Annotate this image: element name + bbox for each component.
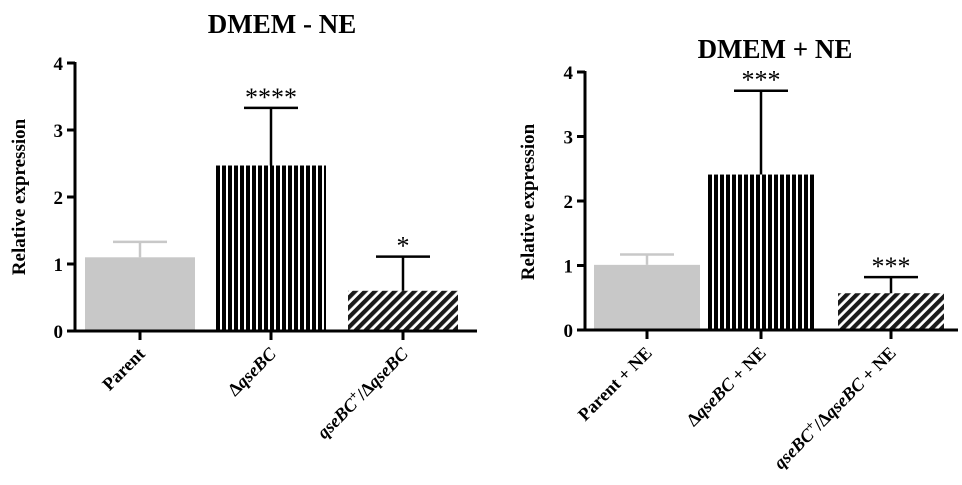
y-tick-label: 2 (564, 192, 574, 213)
y-axis-label: Relative expression (9, 118, 30, 275)
y-tick-label: 1 (54, 255, 64, 276)
error-bar (244, 106, 298, 166)
bar (85, 257, 195, 331)
error-bar (734, 89, 788, 175)
y-tick-label: 4 (564, 63, 574, 84)
bar (838, 293, 944, 330)
x-tick-label: Parent (98, 344, 149, 395)
chart-panel-dmem-minus-ne: DMEM - NE Relative expression ***** 0123… (9, 9, 477, 443)
bar (594, 264, 700, 330)
y-tick-label: 0 (564, 321, 574, 342)
bar (708, 174, 814, 330)
error-bar (620, 253, 674, 265)
x-tick-label: ΔqseBC (224, 343, 281, 400)
x-tick-label: ΔqseBC + NE (682, 343, 769, 430)
bar (216, 165, 326, 331)
error-bar (376, 255, 430, 291)
x-tick-label: qseBC+/ΔqseBC (311, 341, 413, 443)
y-tick-label: 3 (54, 121, 64, 142)
chart-panel-dmem-plus-ne: DMEM + NE Relative expression *** *** 0 1 2… (518, 34, 958, 473)
y-tick-label: 0 (54, 322, 64, 343)
y-tick-label: 4 (54, 54, 64, 75)
significance-label: **** (245, 83, 297, 112)
x-tick-label: qseBC+/ΔqseBC + NE (767, 340, 900, 473)
bar (348, 290, 458, 331)
x-tick-label: Parent + NE (574, 343, 656, 425)
y-tick-label: 3 (564, 128, 574, 149)
y-axis-label: Relative expression (518, 123, 539, 280)
y-tick-label: 2 (54, 188, 64, 209)
y-tick-label: 1 (564, 257, 574, 278)
significance-label: *** (742, 66, 781, 95)
significance-label: * (397, 232, 410, 261)
error-bar (864, 275, 918, 294)
significance-label: *** (872, 252, 911, 281)
chart-title: DMEM - NE (208, 9, 356, 39)
chart-title: DMEM + NE (698, 34, 853, 64)
error-bar (113, 240, 167, 258)
